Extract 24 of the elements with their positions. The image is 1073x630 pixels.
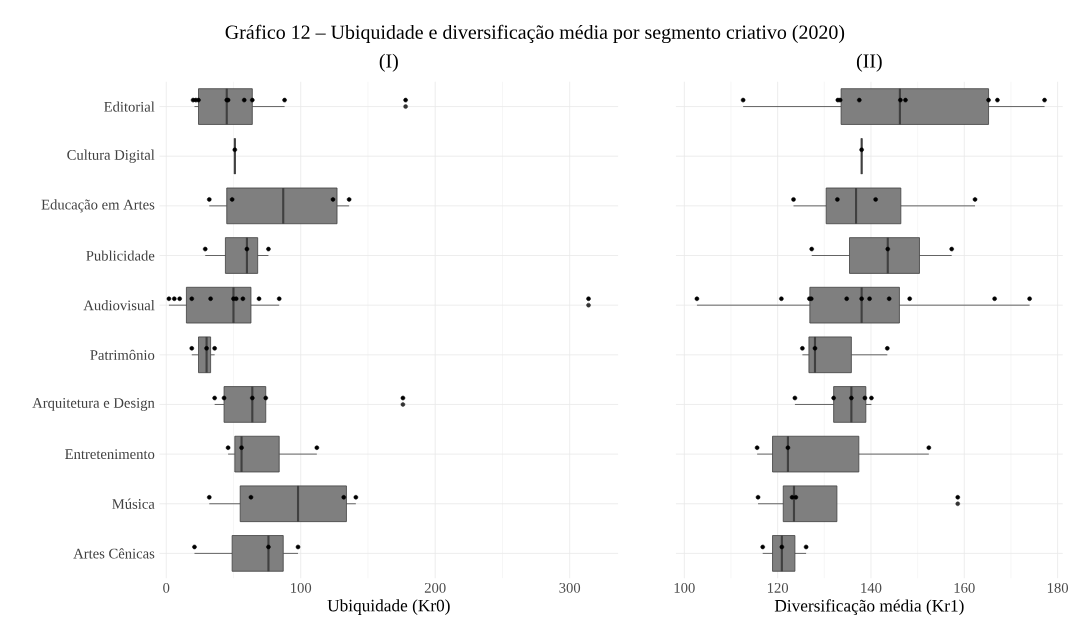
y-tick-label: Educação em Artes xyxy=(41,199,155,213)
chart-title: (II) xyxy=(856,53,882,72)
x-tick-label: 0 xyxy=(163,582,170,593)
x-tick-label: 140 xyxy=(861,582,882,593)
y-tick-label: Música xyxy=(112,498,155,509)
x-tick-label: 200 xyxy=(424,582,446,593)
x-tick-label: 100 xyxy=(674,582,695,593)
text: Gráfico 12 – Ubiquidade e diversificação média por segmento criativo (2020) xyxy=(225,24,845,44)
y-tick-label: Arquitetura e Design xyxy=(32,398,155,411)
x-tick-label: 180 xyxy=(1047,582,1069,593)
y-tick-label: Entretenimento xyxy=(65,449,155,459)
x-tick-label: 100 xyxy=(291,582,312,593)
y-tick-label: Cultura Digital xyxy=(67,149,155,163)
y-tick-label: Audiovisual xyxy=(83,300,155,311)
y-tick-label: Patrimônio xyxy=(90,349,155,360)
x-tick-label: 120 xyxy=(767,582,789,593)
x-axis-title: Ubiquidade (Kr0) xyxy=(327,599,450,615)
y-tick-label: Publicidade xyxy=(86,250,155,261)
x-tick-label: 300 xyxy=(559,582,581,593)
x-axis-title: Diversificação média (Kr1) xyxy=(774,599,964,616)
y-tick-label: Artes Cênicas xyxy=(73,548,155,559)
y-tick-label: Editorial xyxy=(104,101,155,112)
chart-title: (I) xyxy=(379,53,398,72)
x-tick-label: 160 xyxy=(954,582,975,593)
